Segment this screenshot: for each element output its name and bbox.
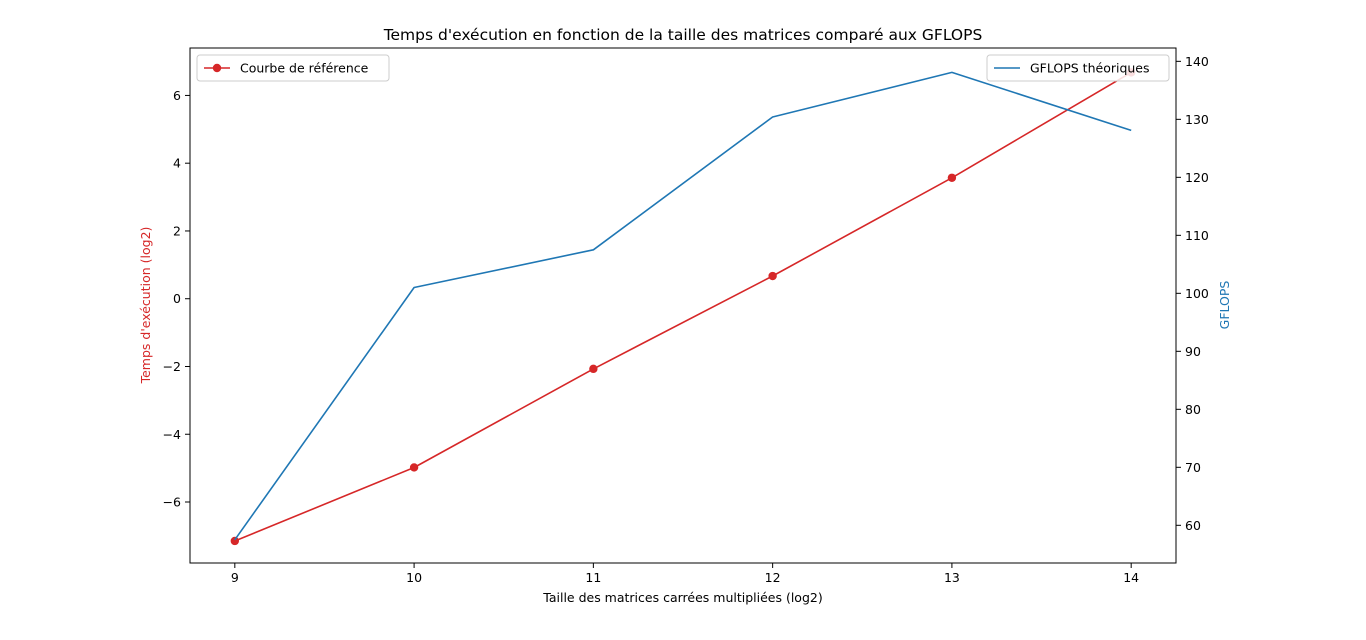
x-tick-label: 9 — [231, 570, 239, 585]
legend-box — [986, 54, 1170, 82]
x-tick-label: 11 — [585, 570, 601, 585]
right-y-tick-label: 140 — [1185, 54, 1209, 69]
legend-label: GFLOPS théoriques — [1030, 61, 1150, 76]
series-line-1 — [234, 71, 1132, 542]
series-line-2 — [234, 71, 1132, 541]
series-point-1 — [409, 463, 419, 472]
series-point-1 — [589, 364, 598, 374]
right-y-tick-label: 100 — [1185, 286, 1209, 301]
legend-right: GFLOPS théoriques — [986, 54, 1170, 82]
left-y-tick-label: 6 — [173, 88, 181, 103]
legend-left: Courbe de référence — [196, 54, 390, 82]
left-y-tick-label: 4 — [173, 156, 181, 171]
right-y-tick-label: 130 — [1185, 112, 1209, 127]
left-y-tick-label: −4 — [163, 427, 181, 442]
legend-box — [196, 54, 390, 82]
legend-swatch-marker — [212, 63, 222, 73]
right-y-tick-label: 120 — [1185, 170, 1209, 185]
x-axis-label: Taille des matrices carrées multipliées … — [542, 590, 822, 605]
plot-frame — [189, 47, 1177, 564]
x-tick-label: 13 — [944, 570, 960, 585]
left-y-tick-label: 0 — [173, 291, 181, 306]
left-y-tick-label: 2 — [173, 223, 181, 238]
left-y-axis-label: Temps d'exécution (log2) — [138, 227, 153, 385]
right-y-tick-label: 80 — [1185, 402, 1201, 417]
ticks-layer: 9 10 11 12 13 14 −6 −4 −2 0 2 4 6 60 70 80 90 100 110 120 13… — [163, 54, 1209, 585]
legend-label: Courbe de référence — [240, 61, 369, 76]
left-y-tick-label: −2 — [163, 359, 181, 374]
x-tick-label: 12 — [765, 570, 781, 585]
chart-title: Temps d'exécution en fonction de la tail… — [383, 26, 983, 44]
right-y-tick-label: 60 — [1185, 518, 1201, 533]
series-point-1 — [768, 271, 777, 281]
left-y-tick-label: −6 — [163, 495, 181, 510]
right-y-axis-label: GFLOPS — [1217, 281, 1232, 330]
right-y-tick-label: 110 — [1185, 228, 1209, 243]
x-tick-label: 10 — [406, 570, 422, 585]
right-y-tick-label: 90 — [1185, 344, 1201, 359]
series-point-1 — [230, 536, 240, 546]
plot-layer — [230, 68, 1136, 546]
x-tick-label: 14 — [1123, 570, 1139, 585]
series-point-1 — [947, 173, 957, 182]
right-y-tick-label: 70 — [1185, 460, 1201, 475]
